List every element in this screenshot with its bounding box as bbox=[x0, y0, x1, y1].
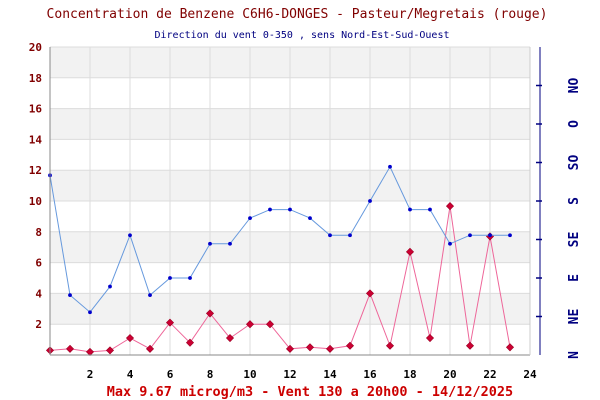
direction-tick-label: SE bbox=[567, 232, 582, 248]
series-1-point bbox=[88, 310, 92, 315]
series-1-point bbox=[388, 164, 392, 169]
y-tick-labels: 2 4 6 8 10 12 14 16 18 20 bbox=[29, 41, 43, 331]
x-tick-label: 24 bbox=[523, 368, 537, 381]
series-1-point bbox=[208, 241, 212, 246]
y-tick-label: 6 bbox=[35, 257, 42, 270]
series-1-point bbox=[428, 207, 432, 212]
direction-tick-label: SO bbox=[567, 155, 582, 171]
x-tick-label: 14 bbox=[323, 368, 337, 381]
x-tick-label: 16 bbox=[363, 368, 377, 381]
x-tick-label: 8 bbox=[207, 368, 214, 381]
x-tick-label: 12 bbox=[283, 368, 296, 381]
series-1-point bbox=[248, 216, 252, 221]
series-0-point bbox=[165, 318, 175, 327]
series-1-point bbox=[228, 241, 232, 246]
x-tick-label: 6 bbox=[167, 368, 174, 381]
series-0-point bbox=[305, 343, 315, 352]
series-0-point bbox=[425, 334, 435, 343]
x-tick-label: 4 bbox=[127, 368, 134, 381]
y-tick-label: 14 bbox=[29, 133, 43, 146]
x-tick-label: 20 bbox=[443, 368, 456, 381]
series-0-point bbox=[325, 344, 335, 353]
plot-series bbox=[45, 164, 515, 356]
series-0-point bbox=[385, 341, 395, 350]
series-1-point bbox=[408, 207, 412, 212]
x-tick-label: 18 bbox=[403, 368, 416, 381]
direction-tick-label: N bbox=[567, 351, 582, 359]
direction-tick-label: S bbox=[567, 197, 582, 205]
y-tick-label: 4 bbox=[35, 287, 42, 300]
plot-grid bbox=[50, 46, 530, 355]
chart-title: Concentration de Benzene C6H6-DONGES - P… bbox=[47, 7, 548, 22]
series-1-point bbox=[368, 199, 372, 203]
series-0-point bbox=[205, 309, 215, 318]
series-1-point bbox=[128, 233, 132, 238]
series-0-point bbox=[105, 346, 115, 355]
series-1-point bbox=[68, 293, 72, 298]
series-0-point bbox=[85, 347, 95, 356]
series-0-point bbox=[245, 320, 255, 329]
series-0-point bbox=[265, 320, 275, 329]
direction-tick-label: E bbox=[567, 274, 582, 282]
series-0-point bbox=[345, 341, 355, 350]
y-tick-label: 18 bbox=[29, 72, 42, 85]
y-tick-label: 12 bbox=[29, 164, 42, 177]
direction-tick-label: O bbox=[567, 120, 582, 128]
series-1-point bbox=[288, 207, 292, 212]
direction-tick-label: NE bbox=[567, 309, 582, 325]
series-0-point bbox=[445, 202, 455, 211]
direction-tick-label: NO bbox=[567, 78, 582, 94]
series-0-point bbox=[505, 343, 515, 352]
wind-direction-labels: N NE E SE S SO O NO bbox=[536, 78, 582, 359]
series-0-point bbox=[225, 334, 235, 343]
series-1-point bbox=[448, 241, 452, 246]
series-0-point bbox=[125, 334, 135, 343]
x-tick-label: 10 bbox=[243, 368, 256, 381]
series-1-point bbox=[148, 293, 152, 298]
x-tick-labels: 2 4 6 8 10 12 14 16 18 20 22 24 bbox=[87, 368, 537, 381]
series-0-point bbox=[405, 247, 415, 256]
y-tick-label: 2 bbox=[35, 318, 42, 331]
series-0-point bbox=[465, 341, 475, 350]
series-1-point bbox=[348, 233, 352, 238]
x-tick-label: 2 bbox=[87, 368, 94, 381]
y-tick-label: 10 bbox=[29, 195, 42, 208]
series-1-point bbox=[508, 233, 512, 238]
series-1-point bbox=[468, 233, 472, 238]
chart-subtitle: Direction du vent 0-350 , sens Nord-Est-… bbox=[154, 30, 449, 41]
series-1-point bbox=[328, 233, 332, 238]
y-tick-label: 8 bbox=[35, 226, 42, 239]
series-1-point bbox=[488, 233, 492, 238]
series-line-0 bbox=[49, 206, 511, 353]
chart-footer: Max 9.67 microg/m3 - Vent 130 a 20h00 - … bbox=[107, 384, 513, 400]
y-tick-label: 20 bbox=[29, 41, 42, 54]
series-1-point bbox=[268, 207, 272, 212]
series-1-point bbox=[168, 276, 172, 280]
series-line-1 bbox=[49, 165, 510, 313]
x-tick-label: 22 bbox=[483, 368, 496, 381]
series-1-point bbox=[188, 276, 192, 280]
series-0-point bbox=[65, 344, 75, 353]
series-0-point bbox=[285, 344, 295, 353]
series-0-point bbox=[145, 344, 155, 353]
series-0-point bbox=[185, 338, 195, 347]
y-tick-label: 16 bbox=[29, 103, 43, 116]
series-1-point bbox=[308, 216, 312, 221]
series-0-point bbox=[365, 289, 375, 298]
series-1-point bbox=[108, 284, 112, 289]
